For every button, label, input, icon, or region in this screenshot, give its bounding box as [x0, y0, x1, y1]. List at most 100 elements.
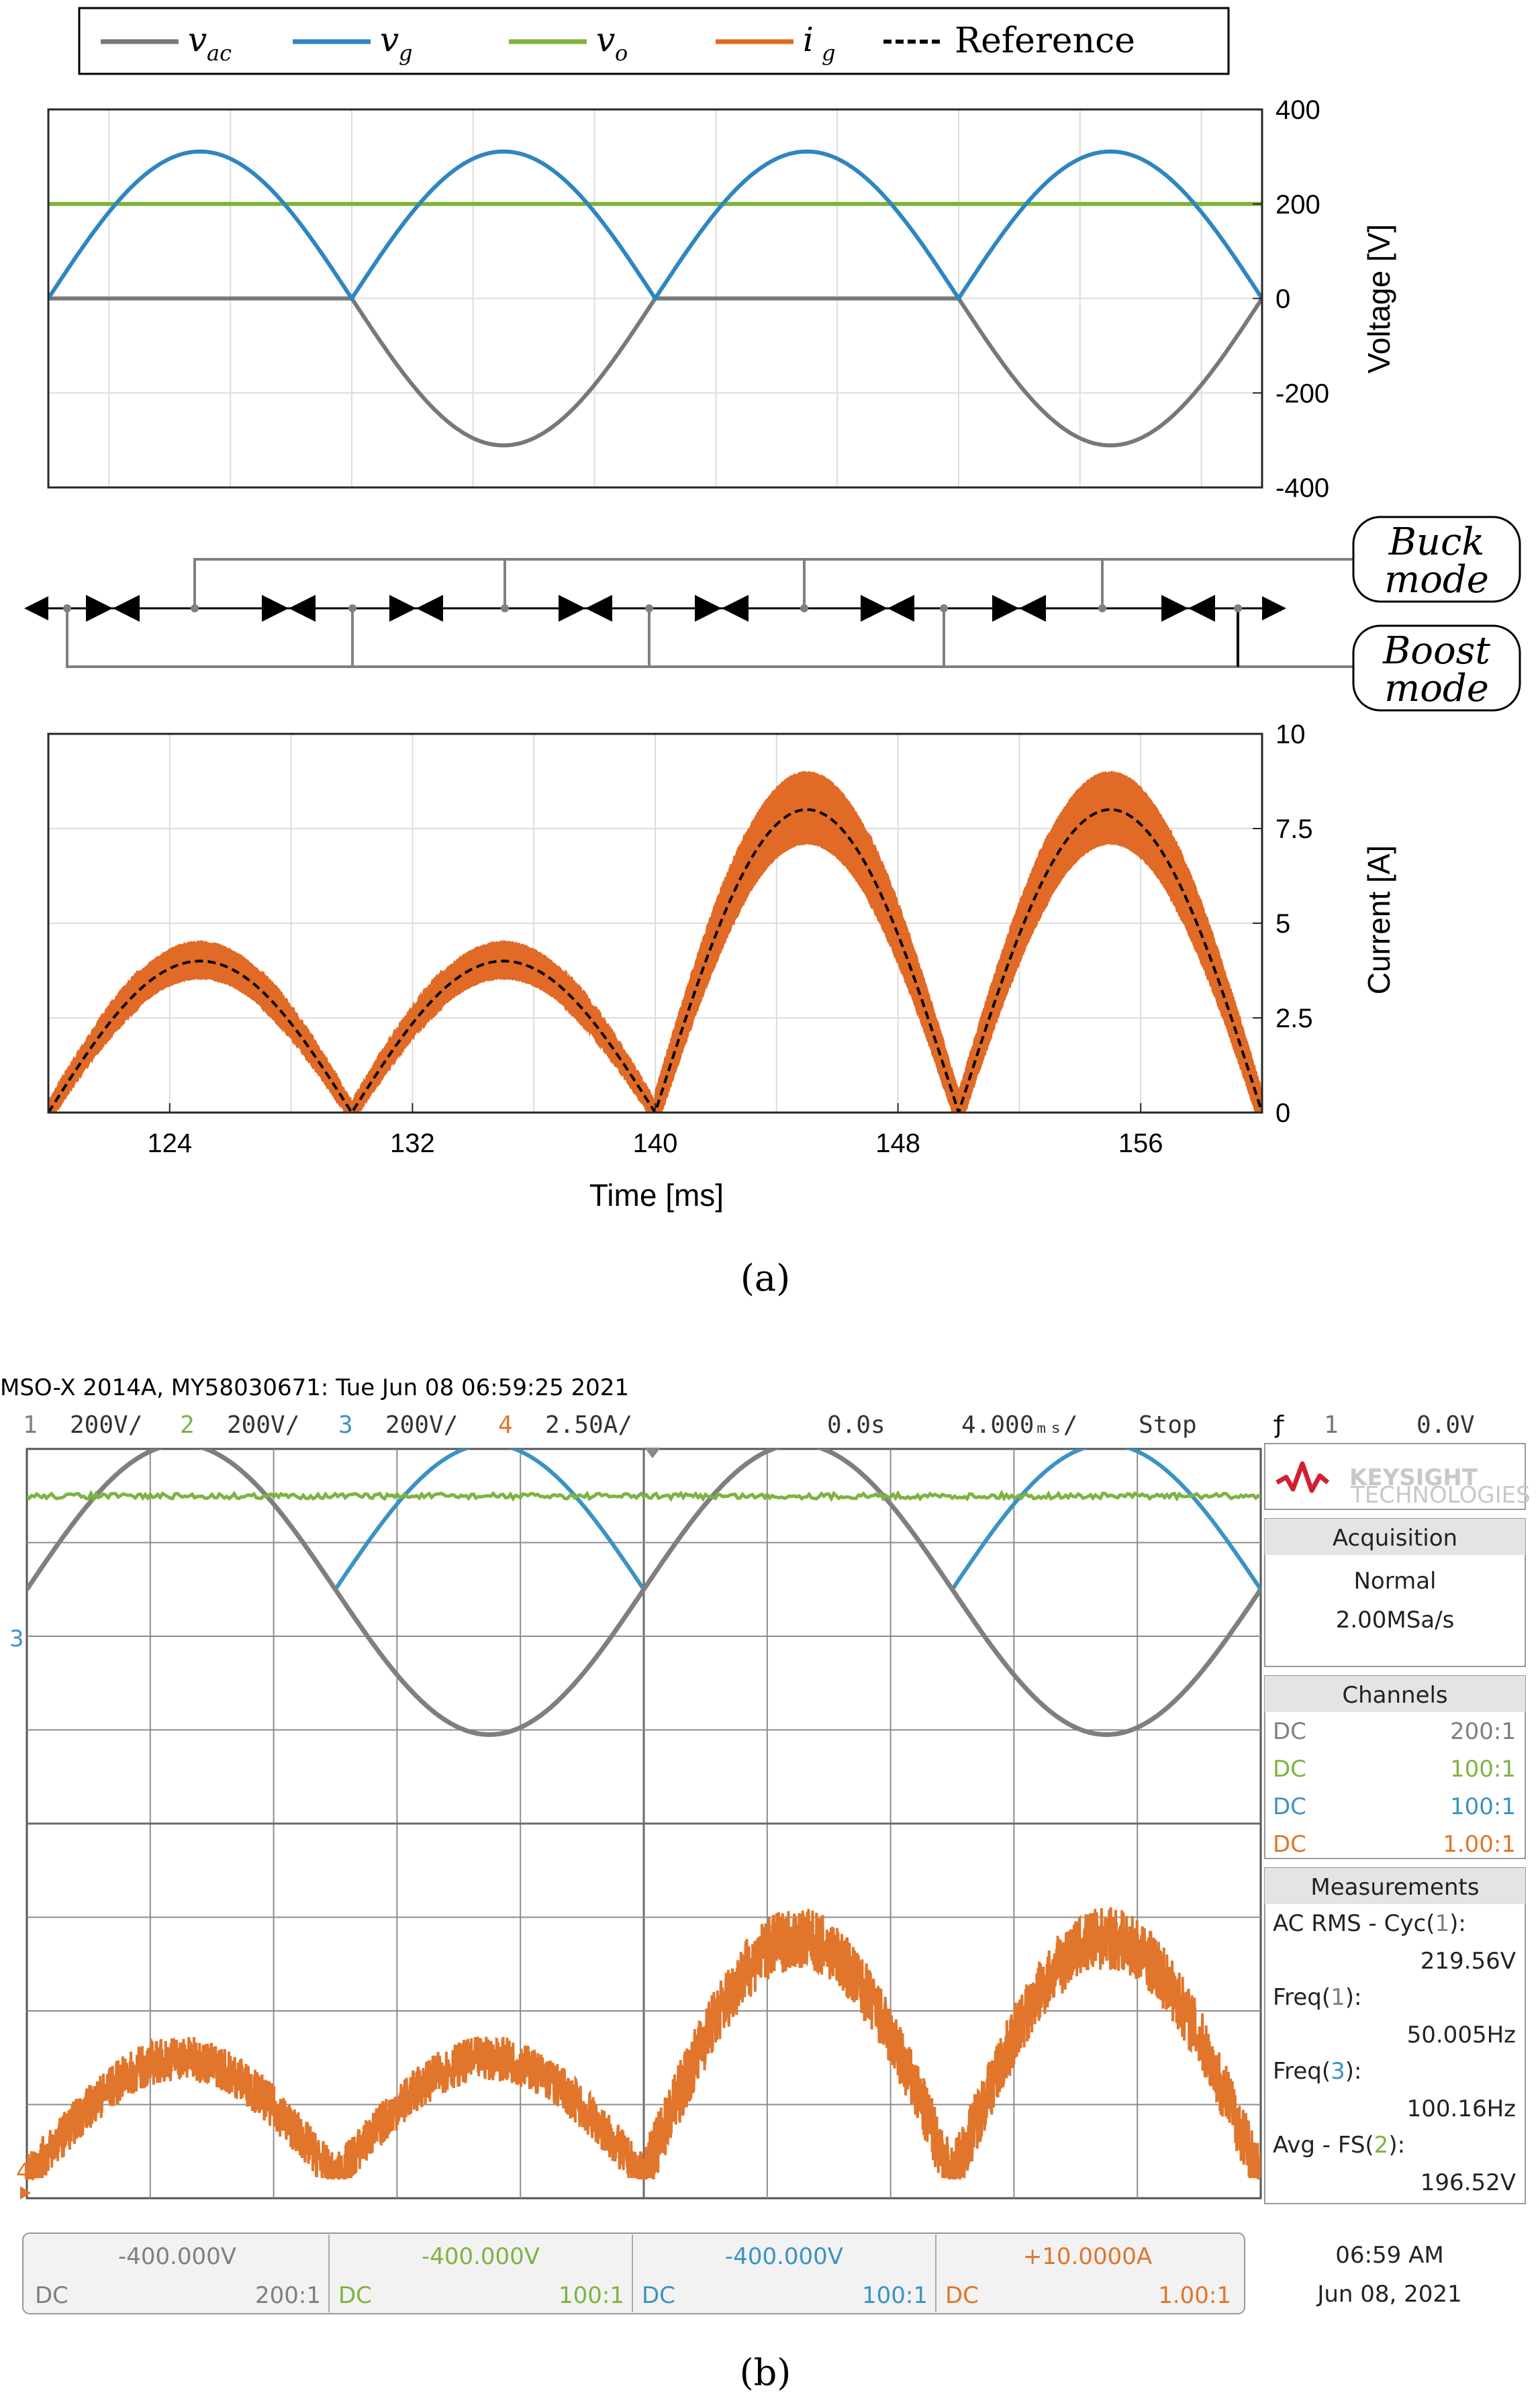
legend-label-vo: v	[596, 20, 615, 59]
channels-coupling-3: DC	[1273, 1793, 1306, 1820]
figure-b: MSO-X 2014A, MY58030671: Tue Jun 08 06:5…	[0, 1374, 1531, 2394]
mode-bowtie-right	[1019, 595, 1046, 622]
scope-clock-time: 06:59 AM	[1335, 2242, 1443, 2269]
legend-box	[78, 7, 1230, 75]
caption-a: (a)	[740, 1257, 790, 1299]
bottom-offset-3: -400.000V	[725, 2243, 843, 2270]
series-vg-line	[48, 149, 1262, 302]
bottom-probe-2: 100:1	[559, 2282, 624, 2309]
scope-trace-ch1	[27, 1449, 1261, 1738]
current-xtick-label: 140	[633, 1129, 678, 1158]
voltage-chart: 400 200 0 -200 -400 Voltage [V]	[47, 95, 1396, 503]
current-ytick-label: 7.5	[1276, 814, 1313, 844]
scope-channel-scale-1: 200V/	[70, 1411, 142, 1439]
voltage-tick-labels: 400 200 0 -200 -400	[1253, 95, 1329, 503]
measurement-value-2: 50.005Hz	[1407, 2022, 1516, 2049]
scope-trigger-channel: 1	[1324, 1411, 1339, 1439]
legend-sub-ig: g	[822, 40, 835, 66]
series-reference-line	[48, 808, 1262, 1113]
mode-switch-dot	[940, 604, 948, 612]
scope-trigger-symbol: ƒ	[1271, 1411, 1286, 1439]
boost-mode-line2: mode	[1384, 667, 1489, 710]
keysight-wave-icon	[1276, 1461, 1330, 1493]
measurement-label-2: Freq(1):	[1273, 1984, 1361, 2011]
current-xtick-label: 156	[1118, 1129, 1163, 1158]
scope-traces	[27, 1449, 1261, 2181]
ground-marker-4-arrow	[20, 2186, 31, 2200]
brand-name: KEYSIGHT	[1349, 1464, 1478, 1491]
scope-run-state: Stop	[1139, 1411, 1197, 1439]
ground-marker-1-3: 3	[9, 1626, 24, 1652]
mode-switch-dot	[1098, 604, 1106, 612]
legend-sub-vo: o	[615, 40, 628, 66]
bottom-coupling-2: DC	[338, 2282, 372, 2309]
mode-bowtie-left	[861, 595, 887, 622]
bottom-probe-1: 200:1	[255, 2282, 321, 2309]
mode-switch-dot	[1234, 604, 1242, 612]
measurement-label-3: Freq(3):	[1273, 2058, 1361, 2085]
voltage-ytick-label: -400	[1276, 473, 1329, 503]
bottom-probe-3: 100:1	[862, 2282, 928, 2309]
channels-coupling-4: DC	[1273, 1831, 1306, 1858]
mode-bowtie-left	[992, 595, 1019, 622]
current-xtick-label: 124	[147, 1129, 192, 1158]
legend-sub-vac: ac	[207, 40, 232, 66]
current-series	[48, 770, 1262, 1113]
channels-probe-1: 200:1	[1450, 1718, 1516, 1745]
current-ytick-label: 10	[1276, 720, 1306, 749]
boost-bracket	[66, 608, 1353, 668]
mode-bowtie-right	[722, 595, 749, 622]
scope-trace-ch2	[27, 1489, 1261, 1503]
bottom-probe-4: 1.00:1	[1158, 2282, 1231, 2309]
bottom-offset-4: +10.0000A	[1023, 2243, 1152, 2270]
mode-switch-dot	[645, 604, 653, 612]
measurement-value-1: 219.56V	[1421, 1948, 1516, 1975]
ground-marker-4: 4	[16, 2159, 31, 2185]
bottom-offset-2: -400.000V	[422, 2243, 540, 2270]
bottom-coupling-4: DC	[945, 2282, 979, 2309]
mode-switch-dot	[501, 604, 509, 612]
voltage-ytick-label: 400	[1276, 95, 1320, 125]
mode-arrow-right	[1262, 596, 1286, 620]
channels-coupling-2: DC	[1273, 1756, 1306, 1783]
mode-switch-dot	[348, 604, 356, 612]
scope-header: MSO-X 2014A, MY58030671: Tue Jun 08 06:5…	[0, 1374, 629, 1401]
scope-channel-scale-4: 2.50A/	[545, 1411, 632, 1439]
mode-switch-dot	[63, 604, 71, 612]
measurements-title: Measurements	[1310, 1874, 1479, 1901]
mode-bowtie-right	[1188, 595, 1215, 622]
buck-mode-box	[1352, 516, 1521, 603]
mode-diagram	[24, 558, 1353, 668]
measurement-value-4: 196.52V	[1421, 2169, 1516, 2196]
measurement-value-3: 100.16Hz	[1407, 2096, 1516, 2122]
current-chart: 10 7.5 5 2.5 0 124 132 140 148 156 Current [A] Ti…	[47, 720, 1396, 1213]
caption-b: (b)	[740, 2351, 791, 2394]
mode-bowtie-right	[416, 595, 443, 622]
channels-title: Channels	[1342, 1682, 1447, 1709]
scope-channel-scale-row: 1 200V/2 200V/3 200V/4 2.50A/	[23, 1411, 632, 1439]
scope-clock-date: Jun 08, 2021	[1316, 2281, 1461, 2308]
current-ytick-label: 5	[1276, 909, 1290, 939]
scope-channel-scale-3: 200V/	[385, 1411, 458, 1439]
current-ytick-label: 2.5	[1276, 1004, 1313, 1033]
legend-sub-vg: g	[399, 40, 412, 66]
voltage-ytick-label: 200	[1276, 190, 1320, 220]
legend-label-ig: i	[803, 20, 814, 59]
mode-switch-dot	[191, 604, 199, 612]
current-xlabel: Time [ms]	[589, 1178, 724, 1213]
mode-bowtie-left	[1161, 595, 1188, 622]
scope-channel-num-4: 4	[498, 1411, 513, 1439]
trigger-position-marker	[644, 1448, 661, 1458]
measurement-label-1: AC RMS - Cyc(1):	[1273, 1910, 1466, 1937]
acquisition-mode: Normal	[1353, 1568, 1436, 1595]
channels-probe-3: 100:1	[1450, 1793, 1516, 1820]
legend-label-vg: v	[380, 20, 399, 59]
scope-channel-scale-2: 200V/	[227, 1411, 299, 1439]
buck-mode-line2: mode	[1384, 558, 1489, 602]
mode-bowtie-right	[585, 595, 612, 622]
scope-channel-num-2: 2	[180, 1411, 195, 1439]
mode-bowtie-left	[262, 595, 289, 622]
channels-probe-2: 100:1	[1450, 1756, 1516, 1783]
mode-bowtie-right	[113, 595, 140, 622]
scope-time-scale: 4.000ₘₛ/	[961, 1411, 1077, 1439]
